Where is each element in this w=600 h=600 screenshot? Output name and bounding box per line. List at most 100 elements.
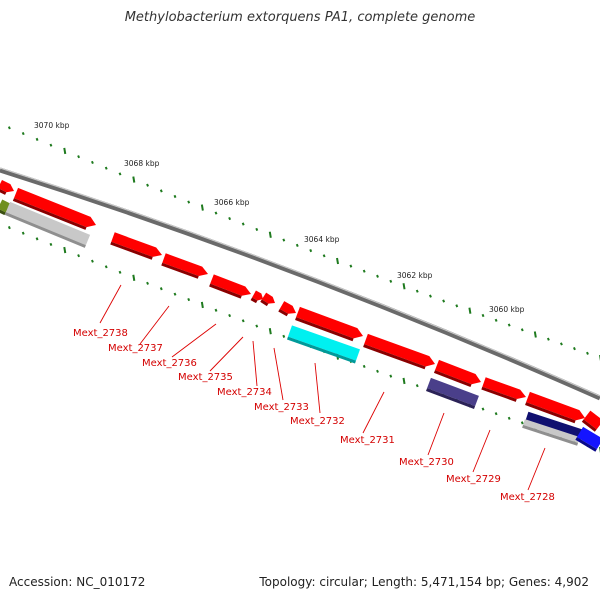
gray-feature-shadow bbox=[522, 424, 579, 446]
gene-arrow-shadow bbox=[12, 198, 87, 230]
tick-mark bbox=[91, 160, 94, 165]
tick-mark bbox=[77, 155, 81, 159]
tick-mark bbox=[533, 331, 537, 338]
tick-mark bbox=[481, 313, 485, 318]
gene-arrow bbox=[295, 306, 363, 342]
tick-mark bbox=[228, 313, 232, 318]
blue-feature-body bbox=[576, 426, 600, 450]
map-title: Methylobacterium extorquens PA1, complet… bbox=[124, 10, 476, 25]
gene-arrow-body bbox=[526, 391, 586, 421]
gene-arrow bbox=[161, 253, 209, 279]
gene-label: Mext_2729 bbox=[446, 474, 501, 485]
leader-line bbox=[472, 429, 491, 473]
tick-mark bbox=[49, 143, 53, 147]
gene-label: Mext_2730 bbox=[399, 457, 454, 468]
tick-mark bbox=[586, 351, 589, 355]
gene-arrow bbox=[12, 187, 96, 230]
gene-arrow-body bbox=[482, 377, 526, 400]
tick-mark bbox=[255, 227, 259, 231]
gene-arrow bbox=[525, 391, 586, 424]
blue-feature-shadow bbox=[575, 437, 597, 452]
cyan-feature bbox=[287, 325, 360, 364]
gene-arrow-shadow bbox=[278, 308, 289, 317]
tick-mark bbox=[507, 323, 511, 327]
gene-label: Mext_2733 bbox=[254, 402, 309, 413]
gene-arrow-body bbox=[13, 187, 96, 228]
tick-mark bbox=[376, 369, 379, 373]
gene-arrow-body bbox=[162, 253, 209, 276]
gene-arrow-shadow bbox=[581, 419, 597, 432]
tick-mark bbox=[118, 270, 122, 274]
gene-arrow bbox=[0, 179, 15, 195]
tick-mark bbox=[159, 287, 163, 291]
gene-arrow-shadow bbox=[481, 386, 517, 402]
position-label: 3068 kbp bbox=[124, 159, 160, 168]
tick-mark bbox=[241, 222, 245, 226]
tick-mark bbox=[468, 307, 472, 314]
gene-arrow bbox=[110, 232, 162, 260]
gene-label: Mext_2735 bbox=[178, 372, 233, 383]
gene-label: Mext_2731 bbox=[340, 435, 395, 446]
tick-mark bbox=[7, 226, 11, 230]
tick-mark bbox=[146, 183, 149, 187]
tick-mark bbox=[35, 237, 39, 241]
leader-line bbox=[252, 340, 258, 387]
tick-mark bbox=[228, 216, 232, 221]
gene-label: Mext_2734 bbox=[217, 387, 272, 398]
tick-mark bbox=[415, 384, 419, 388]
gene-arrow bbox=[581, 410, 600, 432]
gene-arrow bbox=[260, 292, 275, 307]
tick-mark bbox=[268, 328, 272, 335]
leader-line bbox=[527, 447, 546, 491]
gene-arrow bbox=[250, 290, 263, 304]
gene-arrow bbox=[363, 333, 436, 370]
tick-mark bbox=[494, 318, 498, 322]
tick-mark bbox=[402, 283, 406, 290]
tick-mark bbox=[35, 137, 39, 141]
genome-summary: Topology: circular; Length: 5,471,154 bp… bbox=[259, 575, 589, 589]
tick-mark bbox=[146, 281, 149, 285]
leader-line bbox=[99, 284, 122, 324]
tick-mark bbox=[520, 421, 524, 425]
tick-mark bbox=[255, 324, 259, 328]
leader-line bbox=[171, 323, 217, 358]
gene-label: Mext_2736 bbox=[142, 358, 197, 369]
tick-mark bbox=[481, 407, 485, 411]
tick-mark bbox=[77, 254, 81, 258]
tick-mark bbox=[63, 147, 67, 155]
gene-arrow-shadow bbox=[433, 370, 472, 388]
tick-mark bbox=[389, 279, 393, 283]
tick-mark bbox=[200, 301, 204, 309]
tick-mark bbox=[322, 254, 326, 258]
gene-arrow-body bbox=[111, 232, 162, 257]
tick-mark bbox=[376, 274, 379, 278]
gene-arrow-shadow bbox=[250, 297, 258, 304]
genome-backbone-highlight bbox=[0, 167, 600, 397]
tick-mark bbox=[349, 264, 353, 268]
tick-mark bbox=[241, 319, 245, 323]
gene-arrow-body bbox=[364, 333, 436, 367]
gray-feature-body bbox=[523, 419, 580, 443]
position-label: 3062 kbp bbox=[397, 271, 433, 280]
position-label: 3070 kbp bbox=[34, 121, 70, 130]
gene-label: Mext_2728 bbox=[500, 492, 555, 503]
gene-arrow-body bbox=[296, 306, 363, 339]
gene-arrow-shadow bbox=[110, 241, 153, 260]
gene-arrow-body bbox=[0, 179, 15, 193]
leader-line bbox=[139, 305, 170, 345]
position-labels: 3070 kbp 3068 kbp 3066 kbp 3064 kbp 3062 kbp… bbox=[34, 121, 525, 314]
tick-mark bbox=[132, 176, 136, 183]
tick-mark bbox=[7, 126, 11, 130]
tick-mark bbox=[268, 231, 272, 238]
tick-mark bbox=[362, 364, 366, 368]
leader-line bbox=[427, 412, 445, 456]
gray-feature-shadow bbox=[4, 212, 86, 248]
gene-features[interactable] bbox=[0, 179, 600, 452]
gray-feature bbox=[522, 419, 580, 446]
tick-mark bbox=[159, 189, 163, 193]
position-label: 3064 kbp bbox=[304, 235, 340, 244]
tick-mark bbox=[63, 246, 67, 254]
position-label: 3060 kbp bbox=[489, 305, 525, 314]
tick-mark bbox=[118, 172, 122, 176]
